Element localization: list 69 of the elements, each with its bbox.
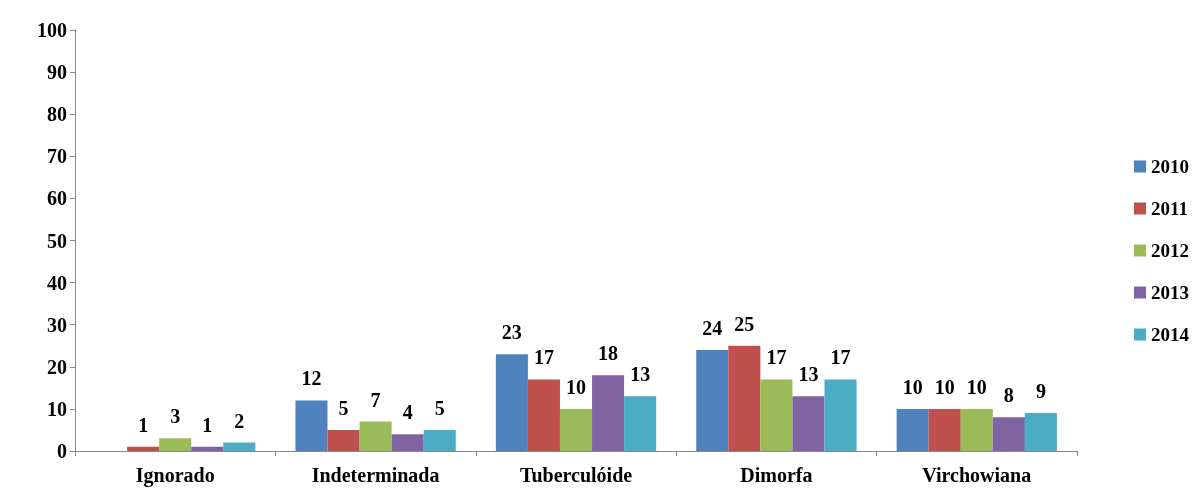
bar <box>792 396 825 451</box>
y-tick-label: 100 <box>37 19 67 41</box>
bar <box>495 354 528 451</box>
legend-label: 2010 <box>1151 156 1189 177</box>
x-tick-label: Tuberculóide <box>519 464 633 486</box>
data-label: 23 <box>501 321 522 344</box>
x-tick-label: Ignorado <box>135 464 215 487</box>
bar <box>527 379 560 451</box>
y-tick-label: 90 <box>47 61 67 84</box>
bar <box>423 429 456 451</box>
bar <box>359 421 392 451</box>
bar <box>960 408 993 451</box>
y-tick-label: 80 <box>47 103 67 126</box>
bar <box>824 379 857 451</box>
y-tick-label: 40 <box>47 271 67 294</box>
data-label: 17 <box>766 346 787 369</box>
data-label: 5 <box>338 396 349 419</box>
data-label: 10 <box>902 375 923 398</box>
bar <box>992 417 1025 451</box>
data-label: 7 <box>370 388 381 411</box>
legend-label: 2014 <box>1151 324 1190 345</box>
bar <box>559 408 593 451</box>
data-label: 12 <box>301 367 322 390</box>
data-label: 10 <box>934 375 955 398</box>
data-label: 13 <box>798 363 819 386</box>
data-label: 5 <box>434 396 445 419</box>
data-label: 10 <box>566 375 586 398</box>
data-label: 17 <box>533 346 554 369</box>
bar <box>592 375 625 451</box>
data-label: 1 <box>138 413 149 436</box>
x-tick-label: Indeterminada <box>311 464 440 486</box>
data-label: 3 <box>170 405 181 428</box>
y-tick-label: 60 <box>47 187 67 210</box>
data-label: 17 <box>830 346 851 369</box>
bar <box>696 349 729 451</box>
bar <box>928 408 961 451</box>
legend-label: 2012 <box>1151 240 1189 261</box>
bar <box>159 438 192 451</box>
y-tick-label: 0 <box>57 440 67 462</box>
bar <box>191 446 224 451</box>
legend-label: 2011 <box>1151 198 1188 219</box>
data-label: 10 <box>966 375 987 398</box>
data-label: 4 <box>402 401 413 424</box>
data-label: 1 <box>202 413 213 436</box>
y-tick-label: 10 <box>47 397 67 420</box>
data-label: 9 <box>1035 380 1046 403</box>
bar <box>760 379 793 451</box>
data-label: 13 <box>630 363 651 386</box>
bar <box>624 396 657 451</box>
y-tick-label: 50 <box>47 229 67 252</box>
bar <box>728 345 761 451</box>
y-tick-label: 70 <box>47 145 67 168</box>
y-tick-label: 30 <box>47 313 67 336</box>
bar <box>391 434 424 451</box>
bar <box>223 442 256 451</box>
bar <box>127 446 160 451</box>
bar <box>327 429 360 451</box>
data-label: 2 <box>234 409 245 432</box>
x-tick-label: Virchowiana <box>922 464 1032 486</box>
x-tick-label: Dimorfa <box>740 464 813 486</box>
data-label: 25 <box>734 312 755 335</box>
data-label: 24 <box>702 316 723 339</box>
data-label: 18 <box>598 342 619 365</box>
bar <box>896 408 929 451</box>
data-label: 8 <box>1003 384 1014 407</box>
y-tick-label: 20 <box>47 355 67 378</box>
legend-label: 2013 <box>1151 282 1189 303</box>
bar <box>295 400 328 451</box>
bar <box>1024 413 1057 451</box>
